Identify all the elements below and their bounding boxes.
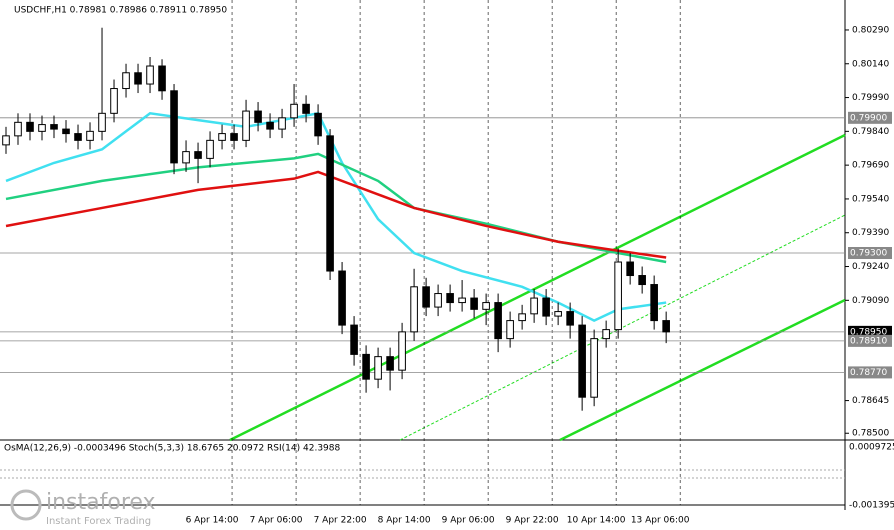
candle-body <box>110 88 118 114</box>
indicator-axis-label: 0.0009725 <box>849 443 894 453</box>
candle-body <box>254 110 262 123</box>
chart-title: USDCHF,H1 0.78981 0.78986 0.78911 0.7895… <box>14 6 227 16</box>
logo: instaforex <box>46 490 156 515</box>
y-tick-label: 0.79840 <box>852 127 889 137</box>
candle-body <box>566 311 574 326</box>
channel-line <box>559 298 846 442</box>
y-tick-label: 0.79090 <box>852 296 889 306</box>
level-label: 0.79900 <box>850 113 887 123</box>
y-tick-label: 0.79540 <box>852 194 889 204</box>
level-label: 0.79300 <box>850 249 887 259</box>
candle-body <box>662 320 670 333</box>
candle-body <box>134 72 142 85</box>
x-tick-label: 6 Apr 14:00 <box>186 516 239 526</box>
candle-body <box>506 320 514 340</box>
candle-body <box>314 112 322 137</box>
candle-body <box>50 124 58 130</box>
candle-body <box>242 110 250 141</box>
candle-body <box>62 128 70 135</box>
candle-body <box>410 286 418 333</box>
candle-body <box>458 297 466 304</box>
candle-body <box>362 353 370 380</box>
y-tick-label: 0.79240 <box>852 262 889 272</box>
candle-body <box>518 313 526 322</box>
level-box <box>848 111 892 124</box>
level-label: 0.78910 <box>850 336 887 346</box>
x-tick-label: 13 Apr 06:00 <box>631 516 690 526</box>
candle-body <box>302 103 310 114</box>
candle-body <box>446 293 454 304</box>
candle-body <box>350 324 358 355</box>
candle-body <box>626 261 634 277</box>
candle-body <box>374 356 382 380</box>
x-tick-label: 10 Apr 14:00 <box>567 516 626 526</box>
candle-body <box>14 121 22 137</box>
candle-body <box>194 151 202 159</box>
candle-body <box>266 121 274 130</box>
candle-body <box>38 124 46 132</box>
x-tick-label: 7 Apr 22:00 <box>314 516 367 526</box>
candle-body <box>182 151 190 164</box>
y-tick-label: 0.78645 <box>852 396 889 406</box>
level-label: 0.78950 <box>850 327 887 337</box>
candle-body <box>338 270 346 326</box>
channel-line <box>229 133 846 442</box>
candle-body <box>278 117 286 130</box>
moving-average <box>5 170 667 259</box>
candle-body <box>530 297 538 315</box>
candle-body <box>146 65 154 85</box>
candle-body <box>578 324 586 398</box>
y-tick-label: 0.78500 <box>852 429 889 439</box>
indicator-label: OsMA(12,26,9) -0.0003496 Stoch(5,3,3) 18… <box>4 444 340 454</box>
x-tick-label: 8 Apr 14:00 <box>378 516 431 526</box>
candle-body <box>2 135 10 146</box>
candle-body <box>158 65 166 92</box>
candle-body <box>230 133 238 141</box>
candle-body <box>290 103 298 119</box>
candle-body <box>122 72 130 90</box>
candle-body <box>650 284 658 322</box>
level-box <box>848 334 892 347</box>
candle-body <box>218 133 226 141</box>
level-box <box>848 325 892 338</box>
candle-body <box>386 356 394 371</box>
candle-body <box>602 329 610 340</box>
candle-body <box>482 302 490 310</box>
y-tick-label: 0.79690 <box>852 161 889 171</box>
level-box <box>848 247 892 260</box>
indicator-level <box>0 469 845 479</box>
candle-body <box>86 130 94 141</box>
candle-body <box>494 302 502 340</box>
candle-body <box>74 133 82 141</box>
y-tick-label: 0.80290 <box>852 25 889 35</box>
candle-body <box>554 311 562 317</box>
logo-sub: Instant Forex Trading <box>46 516 151 527</box>
candle-body <box>422 286 430 308</box>
candle-body <box>638 275 646 286</box>
candle-body <box>398 331 406 371</box>
candle-body <box>206 139 214 159</box>
logo-icon <box>10 489 42 521</box>
x-tick-label: 9 Apr 22:00 <box>506 516 559 526</box>
candle-body <box>590 338 598 398</box>
indicator-axis-label: -0.001395 <box>849 501 894 511</box>
candle-body <box>470 297 478 310</box>
x-tick-label: 7 Apr 06:00 <box>250 516 303 526</box>
x-tick-label: 9 Apr 06:00 <box>442 516 495 526</box>
candle-body <box>26 121 34 132</box>
level-box <box>848 366 892 379</box>
candle-body <box>326 135 334 272</box>
y-tick-label: 0.79990 <box>852 93 889 103</box>
candle-body <box>170 90 178 164</box>
candle-body <box>542 297 550 317</box>
level-label: 0.78770 <box>850 368 887 378</box>
candle-body <box>434 293 442 308</box>
channel-mid <box>399 214 846 441</box>
candle-body <box>98 112 106 132</box>
y-tick-label: 0.79390 <box>852 228 889 238</box>
candle-body <box>614 261 622 331</box>
y-tick-label: 0.80140 <box>852 59 889 69</box>
